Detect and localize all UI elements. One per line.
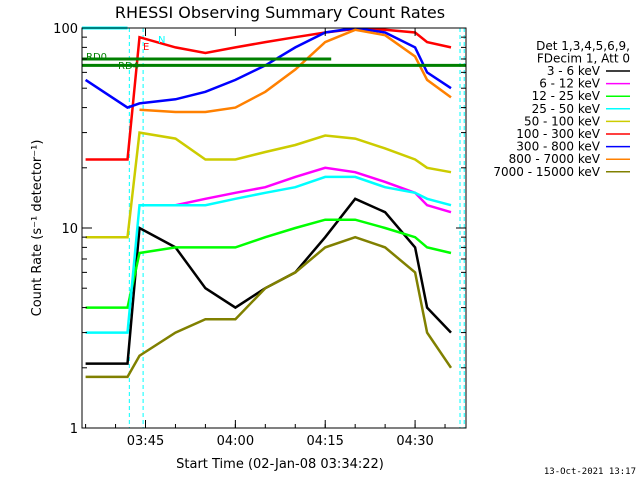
y-tick-label-0: 1 [70, 422, 78, 437]
legend-label-1: 6 - 12 keV [539, 77, 601, 91]
series-8-line [85, 235, 453, 379]
legend: Det 1,3,4,5,6,9,FDecim 1, Att 03 - 6 keV… [493, 39, 630, 179]
series-2-line [85, 218, 452, 309]
legend-header-0: Det 1,3,4,5,6,9, [536, 39, 630, 53]
series-0-line [85, 197, 452, 365]
footer-timestamp: 13-Oct-2021 13:17 [544, 467, 636, 477]
legend-label-7: 800 - 7000 keV [509, 152, 601, 166]
series-6-line [84, 28, 452, 109]
flag-label-n: N [158, 35, 165, 46]
legend-label-0: 3 - 6 keV [547, 64, 601, 78]
series-4-line [85, 131, 452, 239]
x-tick-label-2: 04:15 [306, 434, 343, 449]
legend-label-4: 50 - 100 keV [524, 114, 601, 128]
legend-label-2: 12 - 25 keV [532, 89, 601, 103]
series-3-line [85, 175, 452, 334]
flag-label-e: E [143, 42, 149, 53]
chart-title: RHESSI Observing Summary Count Rates [115, 3, 445, 22]
legend-header-1: FDecim 1, Att 0 [537, 52, 630, 66]
series-5-line [85, 28, 452, 161]
legend-label-8: 7000 - 15000 keV [493, 165, 600, 179]
y-tick-label-1: 10 [61, 222, 78, 237]
legend-label-3: 25 - 50 keV [532, 102, 601, 116]
flag-label-rd4: RD4 [118, 61, 139, 72]
x-tick-label-0: 03:45 [127, 434, 164, 449]
x-tick-label-3: 04:30 [396, 434, 433, 449]
legend-label-5: 100 - 300 keV [516, 127, 600, 141]
y-tick-label-2: 100 [53, 22, 78, 37]
x-axis-label: Start Time (02-Jan-08 03:34:22) [176, 457, 384, 472]
x-tick-label-1: 04:00 [217, 434, 254, 449]
plot-area: RD0 RD4 EN [82, 26, 466, 428]
axes: 03:45 04:00 04:15 04:30 1 10 100 [53, 22, 467, 449]
flag-label-rd0: RD0 [86, 52, 107, 63]
series-7-line [139, 28, 452, 114]
legend-label-6: 300 - 800 keV [516, 140, 600, 154]
y-axis-label: Count Rate (s⁻¹ detector⁻¹) [30, 140, 45, 317]
